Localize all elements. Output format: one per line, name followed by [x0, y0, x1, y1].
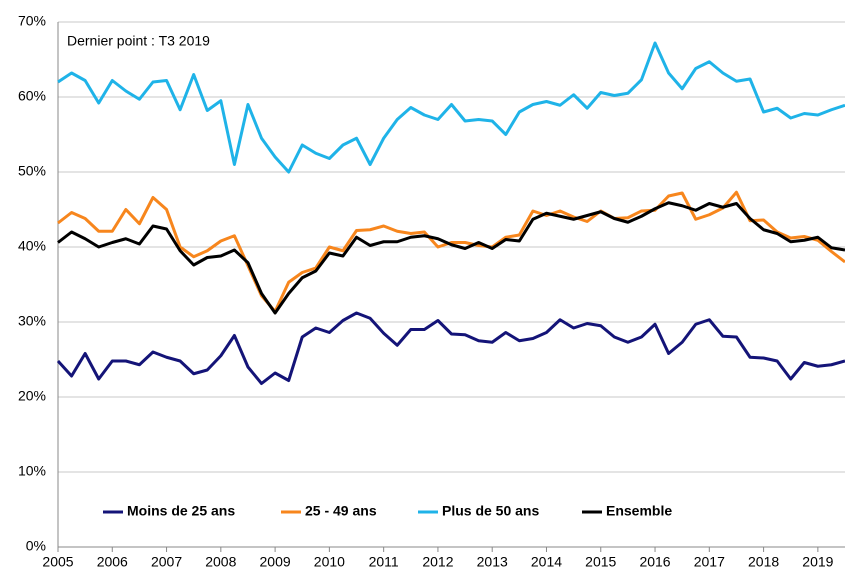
y-tick-label: 30% [18, 313, 46, 329]
annotation: Dernier point : T3 2019 [67, 33, 210, 49]
x-tick-label: 2011 [369, 554, 399, 570]
legend-label: Ensemble [606, 503, 672, 519]
legend-label: Moins de 25 ans [127, 503, 235, 519]
x-tick-label: 2006 [97, 554, 128, 570]
legend-label: Plus de 50 ans [442, 503, 539, 519]
x-tick-label: 2007 [151, 554, 182, 570]
y-tick-label: 0% [26, 538, 46, 554]
y-tick-label: 60% [18, 88, 46, 104]
x-tick-label: 2012 [422, 554, 453, 570]
x-tick-label: 2014 [531, 554, 562, 570]
y-tick-label: 70% [18, 13, 46, 29]
series-line [56, 311, 845, 385]
x-tick-label: 2018 [748, 554, 779, 570]
legend-label: 25 - 49 ans [305, 503, 377, 519]
y-tick-label: 10% [18, 463, 46, 479]
series-line [57, 41, 845, 174]
y-tick-label: 40% [18, 238, 46, 254]
x-tick-label: 2019 [802, 554, 833, 570]
series-line [57, 190, 845, 313]
x-tick-label: 2013 [477, 554, 508, 570]
x-tick-label: 2016 [639, 554, 670, 570]
series-line [57, 201, 845, 315]
x-tick-label: 2010 [314, 554, 345, 570]
x-tick-label: 2017 [694, 554, 725, 570]
y-tick-label: 20% [18, 388, 46, 404]
y-tick-label: 50% [18, 163, 46, 179]
x-tick-label: 2015 [585, 554, 616, 570]
x-tick-label: 2009 [260, 554, 291, 570]
x-tick-label: 2008 [205, 554, 236, 570]
x-tick-label: 2005 [42, 554, 73, 570]
